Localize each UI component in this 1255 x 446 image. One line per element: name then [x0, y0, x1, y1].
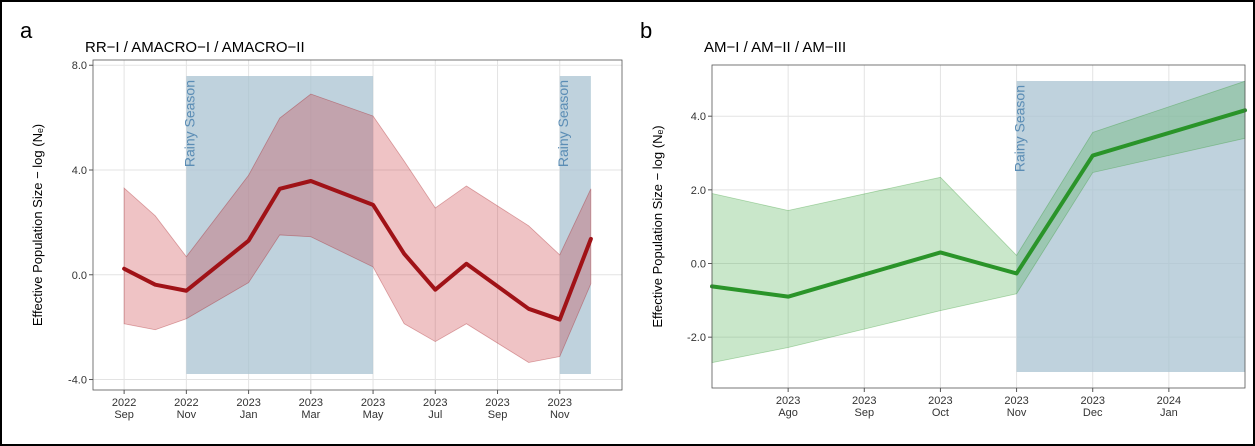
x-tick-label: Jul: [428, 409, 442, 421]
mean-line: [710, 108, 1247, 299]
y-tick-label: 4.0: [72, 165, 87, 177]
y-tick-label: 0.0: [72, 270, 87, 282]
x-tick-label: 2024: [1157, 395, 1181, 407]
chart-title: RR−I / AMACRO−I / AMACRO−II: [85, 39, 305, 56]
x-tick-label: Jan: [240, 409, 258, 421]
x-tick-label: Sep: [114, 409, 134, 421]
y-tick-label: 8.0: [72, 60, 87, 72]
rainy-season: [186, 76, 374, 374]
panel-label: a: [20, 18, 33, 43]
x-tick-label: Sep: [854, 407, 874, 419]
y-tick-label: 2.0: [691, 185, 706, 197]
confidence-band: [123, 93, 592, 363]
rainy-season: [559, 76, 591, 374]
x-tick-label: May: [363, 409, 384, 421]
x-tick-label: 2023: [236, 397, 260, 409]
y-tick-label: -2.0: [687, 332, 706, 344]
mean-line: [122, 179, 593, 322]
y-axis-label: Effective Population Size − log (Nₑ): [30, 124, 45, 326]
x-tick-label: Dec: [1083, 407, 1103, 419]
shade-label: Rainy Season: [555, 80, 571, 167]
x-tick-label: 2023: [423, 397, 447, 409]
x-tick-label: 2023: [776, 395, 800, 407]
panel-label: b: [640, 18, 652, 43]
x-tick-label: 2023: [548, 397, 572, 409]
x-tick-label: Ago: [778, 407, 798, 419]
x-tick-label: 2022: [174, 397, 198, 409]
x-tick-label: 2023: [1004, 395, 1028, 407]
x-tick-label: Sep: [488, 409, 508, 421]
x-tick-label: 2023: [299, 397, 323, 409]
panel-border: [711, 64, 1246, 389]
x-tick-label: Nov: [550, 409, 570, 421]
x-tick-label: Nov: [177, 409, 197, 421]
rainy-season: [1016, 81, 1245, 372]
x-tick-label: Oct: [932, 407, 949, 419]
x-tick-label: Nov: [1007, 407, 1027, 419]
x-tick-label: Jan: [1160, 407, 1178, 419]
shade-label: Rainy Season: [1012, 85, 1028, 172]
shade-label: Rainy Season: [181, 80, 197, 167]
x-tick-label: 2023: [485, 397, 509, 409]
y-tick-label: -4.0: [68, 375, 87, 387]
x-tick-label: 2023: [852, 395, 876, 407]
x-tick-label: 2023: [928, 395, 952, 407]
x-tick-label: 2023: [361, 397, 385, 409]
y-axis-label: Effective Population Size − log (Nₑ): [650, 125, 665, 327]
x-tick-label: 2023: [1080, 395, 1104, 407]
panel-border: [92, 59, 623, 391]
chart-title: AM−I / AM−II / AM−III: [704, 39, 846, 56]
y-tick-label: 4.0: [691, 111, 706, 123]
x-tick-label: Mar: [301, 409, 320, 421]
x-tick-label: 2022: [112, 397, 136, 409]
y-tick-label: 0.0: [691, 259, 706, 271]
